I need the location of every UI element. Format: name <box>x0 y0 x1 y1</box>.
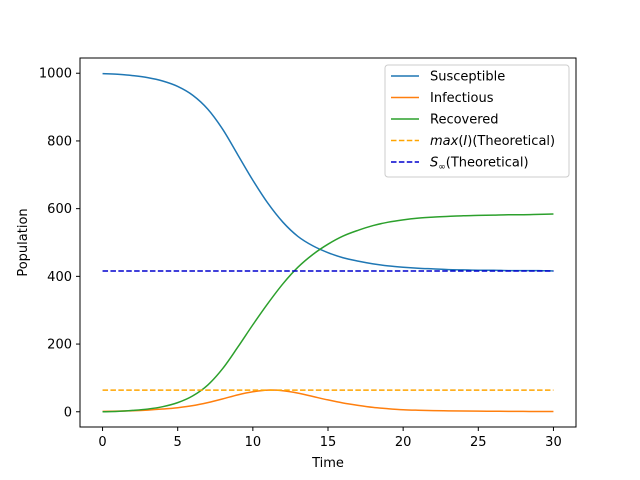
legend-items: Susceptible Infectious Recovered max(I)(The… <box>391 70 555 173</box>
x-tick-label: 15 <box>320 435 337 450</box>
x-tick-label: 0 <box>98 435 106 450</box>
y-axis-ticks: 0 200 400 600 800 1000 <box>39 67 80 420</box>
x-tick-label: 25 <box>470 435 487 450</box>
series-line-3-recovered <box>102 213 554 413</box>
series-line-2-infectious <box>102 389 554 413</box>
x-axis-label: Time <box>311 456 344 471</box>
legend-label: Recovered <box>430 113 499 128</box>
y-tick-label: 200 <box>47 338 72 353</box>
legend-label: Infectious <box>430 91 494 106</box>
x-axis-ticks: 0 5 10 15 20 25 30 <box>98 427 562 450</box>
legend-label: S∞(Theoretical) <box>430 156 529 173</box>
legend: Susceptible Infectious Recovered max(I)(The… <box>384 64 570 178</box>
x-tick-label: 5 <box>174 435 182 450</box>
legend-label: Susceptible <box>430 70 505 85</box>
x-tick-label: 20 <box>395 435 412 450</box>
y-tick-label: 800 <box>47 134 72 149</box>
x-tick-label: 10 <box>245 435 262 450</box>
x-tick-label: 30 <box>545 435 562 450</box>
legend-frame <box>384 64 570 178</box>
y-tick-label: 1000 <box>39 67 72 82</box>
plot-lines <box>102 72 554 413</box>
y-tick-label: 600 <box>47 202 72 217</box>
legend-label: max(I)(Theoretical) <box>430 134 555 149</box>
y-tick-label: 0 <box>64 405 72 420</box>
y-tick-label: 400 <box>47 270 72 285</box>
y-axis-label: Population <box>16 208 31 276</box>
